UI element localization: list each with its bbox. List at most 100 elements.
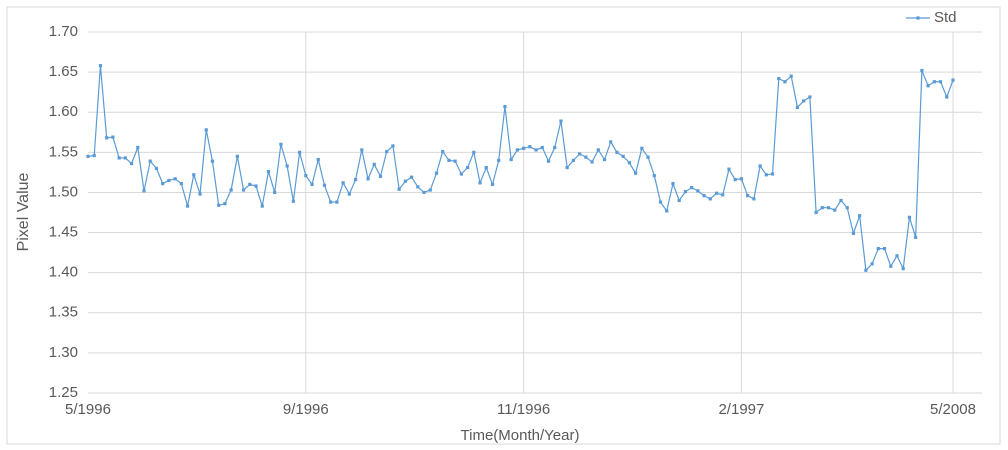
data-point xyxy=(683,190,688,194)
x-tick-label: 2/1997 xyxy=(718,401,764,418)
y-tick-label: 1.55 xyxy=(49,143,78,160)
data-point xyxy=(478,181,482,185)
data-point xyxy=(291,199,295,203)
data-point xyxy=(378,174,383,178)
data-point xyxy=(814,210,818,215)
data-point xyxy=(154,166,159,170)
data-point xyxy=(447,158,451,162)
data-point xyxy=(217,203,221,207)
data-point xyxy=(876,247,880,251)
data-point xyxy=(86,154,90,158)
data-point xyxy=(702,194,706,198)
y-tick-label: 1.70 xyxy=(49,23,78,40)
data-point xyxy=(235,154,239,158)
data-point xyxy=(266,169,271,174)
data-point xyxy=(241,188,246,192)
data-point xyxy=(926,84,930,88)
y-tick-label: 1.30 xyxy=(49,344,78,361)
data-point xyxy=(403,179,407,183)
data-point xyxy=(802,99,806,103)
y-tick-label: 1.60 xyxy=(49,103,78,120)
data-point xyxy=(341,181,345,185)
y-tick-label: 1.50 xyxy=(49,183,78,200)
data-point xyxy=(105,136,109,140)
data-point xyxy=(895,254,899,258)
data-point xyxy=(509,157,513,162)
data-point xyxy=(945,95,949,99)
data-point xyxy=(466,165,470,170)
data-point xyxy=(472,150,476,154)
data-point xyxy=(297,150,302,154)
data-point xyxy=(571,158,575,162)
data-point xyxy=(652,173,656,178)
y-tick-label: 1.40 xyxy=(49,264,78,281)
x-tick-label: 5/2008 xyxy=(930,401,976,418)
y-tick-label: 1.45 xyxy=(49,224,78,241)
data-point xyxy=(920,68,924,73)
data-point xyxy=(789,74,793,78)
y-tick-label: 1.25 xyxy=(49,384,78,401)
data-point xyxy=(142,189,146,193)
data-point xyxy=(758,164,762,168)
data-point xyxy=(210,159,215,163)
data-point xyxy=(658,200,663,204)
data-point xyxy=(646,155,650,159)
data-point xyxy=(609,140,613,144)
data-point xyxy=(173,177,177,181)
data-point xyxy=(422,190,426,195)
data-point xyxy=(746,194,750,198)
data-point xyxy=(627,161,632,165)
data-point xyxy=(167,178,171,183)
data-point xyxy=(223,202,227,206)
data-point xyxy=(316,157,320,162)
data-point xyxy=(459,172,463,176)
data-point xyxy=(397,187,401,191)
data-point xyxy=(515,148,519,152)
data-point xyxy=(279,142,283,146)
data-point xyxy=(129,161,134,166)
x-tick-label: 5/1996 xyxy=(65,401,111,418)
data-point xyxy=(434,171,439,175)
data-point xyxy=(914,235,918,239)
data-point xyxy=(347,192,351,196)
data-point xyxy=(192,173,196,177)
data-point xyxy=(179,182,183,186)
data-point xyxy=(795,105,800,110)
data-point xyxy=(409,175,414,179)
data-point xyxy=(640,146,644,150)
data-point xyxy=(503,105,507,109)
data-point xyxy=(826,206,831,210)
data-point xyxy=(665,209,669,213)
y-tick-label: 1.65 xyxy=(49,63,78,80)
data-point xyxy=(304,173,308,178)
data-point xyxy=(858,214,862,218)
data-point xyxy=(385,149,389,154)
data-point xyxy=(360,148,364,152)
data-point xyxy=(366,177,370,181)
data-point xyxy=(870,262,874,266)
data-point xyxy=(764,173,768,177)
data-point xyxy=(322,183,327,187)
data-point xyxy=(335,200,339,204)
data-point xyxy=(907,215,912,219)
data-point xyxy=(372,162,376,166)
data-point xyxy=(260,204,264,208)
x-axis-title: Time(Month/Year) xyxy=(461,427,580,444)
data-point xyxy=(721,193,725,197)
data-point xyxy=(714,191,719,195)
data-point xyxy=(739,177,744,181)
data-point xyxy=(490,182,495,187)
data-point xyxy=(528,145,532,149)
data-point xyxy=(540,145,544,150)
data-point xyxy=(553,145,557,150)
data-point xyxy=(621,154,625,158)
data-point xyxy=(833,208,837,212)
data-point xyxy=(839,198,843,203)
data-point xyxy=(596,148,600,152)
data-point xyxy=(864,268,868,272)
data-point xyxy=(690,186,694,190)
data-point xyxy=(938,80,943,84)
data-point xyxy=(136,145,140,150)
legend-label: Std xyxy=(934,9,957,26)
data-point xyxy=(845,206,849,210)
